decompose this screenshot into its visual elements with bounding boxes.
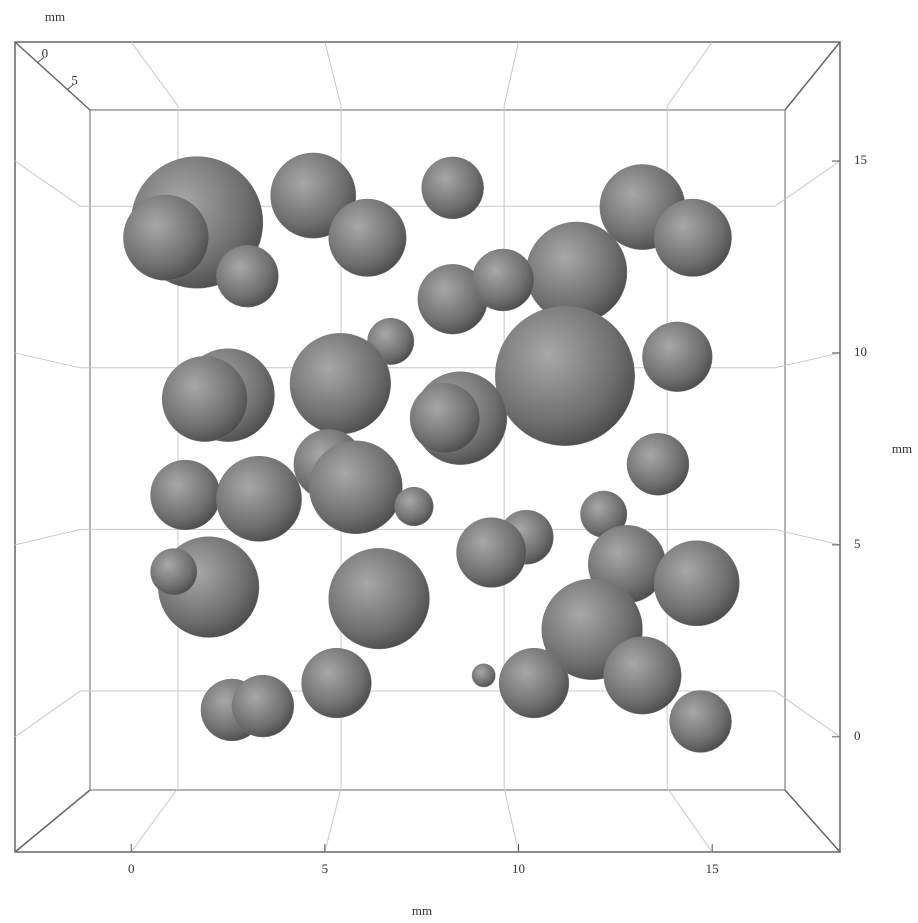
sphere bbox=[216, 456, 301, 541]
edge bbox=[15, 42, 90, 110]
grid-line bbox=[131, 42, 178, 106]
sphere bbox=[472, 249, 534, 311]
sphere bbox=[670, 690, 732, 752]
y-axis-label: mm bbox=[892, 441, 912, 456]
sphere bbox=[642, 322, 712, 392]
grid-line bbox=[667, 42, 712, 106]
sphere bbox=[395, 487, 434, 526]
sphere bbox=[216, 245, 278, 307]
sphere bbox=[232, 675, 294, 737]
grid-line bbox=[667, 788, 712, 852]
grid-line bbox=[325, 42, 341, 106]
z-tick-label: 0 bbox=[42, 45, 49, 60]
x-tick-label: 15 bbox=[706, 861, 719, 876]
grid-line bbox=[15, 161, 80, 206]
y-tick-label: 10 bbox=[854, 344, 867, 359]
sphere bbox=[457, 518, 527, 588]
sphere bbox=[627, 433, 689, 495]
sphere bbox=[290, 333, 391, 434]
edge bbox=[15, 790, 90, 852]
sphere bbox=[329, 199, 406, 276]
z-axis-label: mm bbox=[45, 9, 65, 24]
x-tick-label: 10 bbox=[512, 861, 525, 876]
grid-line bbox=[15, 691, 80, 737]
sphere bbox=[422, 157, 484, 219]
sphere bbox=[151, 549, 197, 595]
grid-line bbox=[504, 42, 518, 106]
sphere bbox=[604, 637, 681, 714]
y-tick-label: 15 bbox=[854, 152, 867, 167]
sphere bbox=[123, 195, 208, 280]
edge bbox=[785, 42, 840, 110]
grid-line bbox=[15, 529, 80, 544]
sphere bbox=[302, 648, 372, 718]
x-tick-label: 0 bbox=[128, 861, 135, 876]
grid-line bbox=[504, 788, 518, 852]
sphere bbox=[654, 541, 739, 626]
sphere bbox=[410, 383, 480, 453]
grid-line bbox=[325, 788, 341, 852]
sphere bbox=[495, 306, 634, 445]
edge bbox=[785, 790, 840, 852]
grid-line bbox=[131, 788, 178, 852]
x-axis-label: mm bbox=[412, 903, 432, 918]
sphere bbox=[329, 548, 430, 649]
y-tick-label: 0 bbox=[854, 728, 861, 743]
sphere bbox=[499, 648, 569, 718]
chart: mm mm mm 0 5 10 15 0 5 10 15 0 5 bbox=[0, 0, 918, 923]
sphere bbox=[151, 460, 221, 530]
x-tick-label: 5 bbox=[322, 861, 329, 876]
grid-line bbox=[15, 353, 80, 368]
y-tick-label: 5 bbox=[854, 536, 861, 551]
sphere bbox=[309, 441, 402, 534]
z-tick-label: 5 bbox=[71, 72, 78, 87]
sphere bbox=[162, 356, 247, 441]
sphere bbox=[472, 664, 495, 687]
sphere bbox=[654, 199, 731, 276]
